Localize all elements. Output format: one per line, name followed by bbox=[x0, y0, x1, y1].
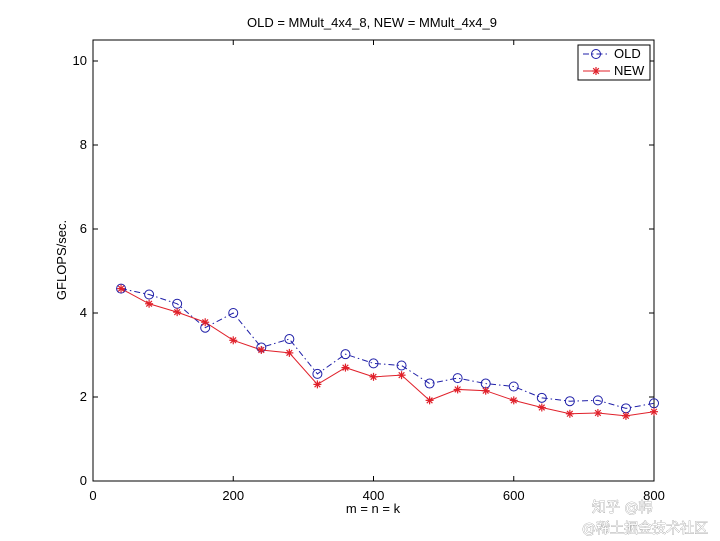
series-layer bbox=[116, 283, 659, 420]
point-new bbox=[369, 372, 378, 381]
y-tick-label: 10 bbox=[73, 53, 87, 68]
point-old bbox=[396, 360, 407, 371]
point-new bbox=[453, 385, 462, 394]
point-old bbox=[144, 289, 155, 300]
y-tick-label: 8 bbox=[80, 137, 87, 152]
x-tick-label: 200 bbox=[222, 488, 244, 503]
y-axis-label: GFLOPS/sec. bbox=[54, 220, 69, 300]
point-new bbox=[313, 380, 322, 389]
watermark-line1: 知乎 @韩 bbox=[592, 499, 652, 516]
legend-old-marker bbox=[591, 49, 601, 59]
point-new bbox=[201, 318, 210, 327]
point-new bbox=[397, 371, 406, 380]
point-new bbox=[565, 409, 574, 418]
y-tick-label: 2 bbox=[80, 389, 87, 404]
y-tick-label: 6 bbox=[80, 221, 87, 236]
point-old bbox=[424, 378, 435, 389]
point-old bbox=[340, 349, 351, 360]
watermark-line2: @稀土掘金技术社区 bbox=[582, 521, 708, 537]
point-new bbox=[537, 403, 546, 412]
point-new bbox=[593, 408, 602, 417]
point-new bbox=[257, 345, 266, 354]
legend-new-marker bbox=[592, 67, 600, 75]
point-old bbox=[564, 396, 575, 407]
point-new bbox=[117, 284, 126, 293]
y-tick-label: 4 bbox=[80, 305, 87, 320]
legend-box bbox=[577, 44, 651, 81]
legend-old-label: OLD bbox=[614, 46, 641, 61]
point-old bbox=[508, 381, 519, 392]
point-new bbox=[481, 386, 490, 395]
point-old bbox=[228, 308, 239, 318]
point-new bbox=[145, 299, 154, 308]
y-axis: 0 2 4 6 8 10 bbox=[73, 53, 654, 488]
point-new bbox=[509, 396, 518, 405]
point-new bbox=[650, 407, 658, 416]
point-old bbox=[536, 392, 547, 403]
point-old bbox=[368, 358, 379, 369]
legend-new-label: NEW bbox=[614, 63, 645, 78]
point-old bbox=[592, 395, 603, 406]
point-old bbox=[284, 334, 295, 345]
x-axis-label: m = n = k bbox=[346, 501, 401, 516]
y-tick-label: 0 bbox=[80, 473, 87, 488]
point-old bbox=[116, 283, 127, 294]
x-tick-label: 400 bbox=[363, 488, 385, 503]
point-new bbox=[285, 348, 294, 357]
legend-new-asterisk bbox=[592, 67, 600, 75]
point-old bbox=[452, 373, 463, 384]
x-tick-label: 600 bbox=[503, 488, 525, 503]
point-new bbox=[173, 308, 182, 317]
legend: OLD NEW bbox=[577, 44, 651, 81]
x-tick-label: 800 bbox=[643, 488, 665, 503]
point-new bbox=[341, 363, 350, 372]
point-old bbox=[312, 368, 323, 379]
x-axis: 0 200 400 600 800 bbox=[89, 40, 665, 503]
point-new bbox=[425, 396, 434, 405]
point-new bbox=[229, 336, 238, 345]
x-tick-label: 0 bbox=[89, 488, 96, 503]
series-new-line bbox=[120, 288, 655, 417]
point-new bbox=[621, 411, 630, 420]
plot-area bbox=[92, 39, 655, 482]
chart-title: OLD = MMult_4x4_8, NEW = MMult_4x4_9 bbox=[247, 15, 497, 30]
